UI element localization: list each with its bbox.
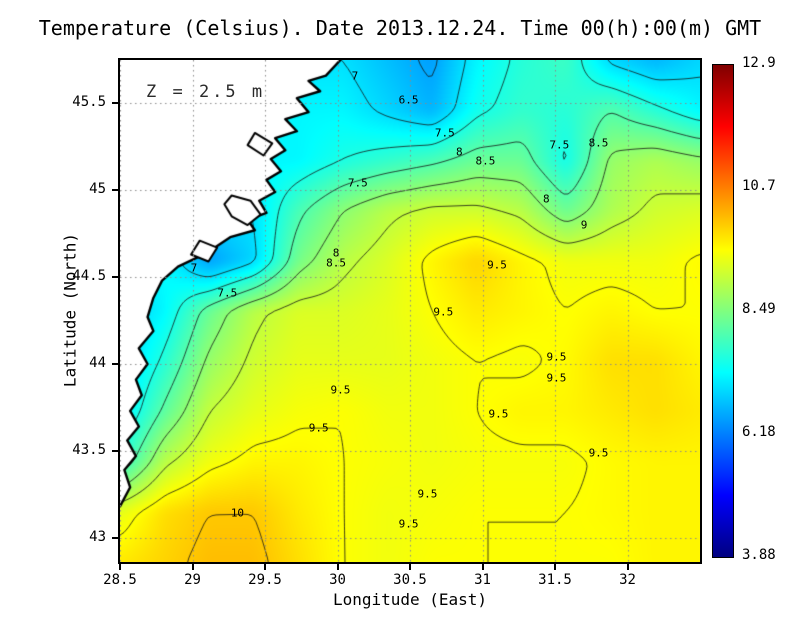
- x-tick: [191, 564, 194, 570]
- contour-label: 9.5: [433, 305, 454, 319]
- y-tick: [112, 536, 118, 539]
- contour-label: 8: [332, 246, 340, 260]
- contour-label: 9.5: [308, 421, 329, 435]
- colorbar-tick-label: 3.88: [742, 547, 776, 563]
- x-tick-label: 31: [474, 572, 491, 588]
- contour-label: 8.5: [475, 154, 496, 168]
- contour-label: 7.5: [434, 126, 455, 140]
- contour-label: 9: [580, 218, 588, 232]
- colorbar-tick-label: 8.49: [742, 301, 776, 317]
- colorbar-tick-label: 6.18: [742, 424, 776, 440]
- x-tick-label: 29.5: [248, 572, 282, 588]
- x-tick: [336, 564, 339, 570]
- x-tick-label: 31.5: [538, 572, 572, 588]
- contour-label: 8: [455, 145, 463, 159]
- chart-title: Temperature (Celsius). Date 2013.12.24. …: [38, 16, 762, 40]
- y-tick-label: 45: [89, 181, 106, 198]
- contour-label: 9.5: [417, 487, 438, 501]
- contour-label: 7.5: [347, 176, 368, 190]
- depth-annotation: Z = 2.5 m: [146, 82, 266, 102]
- x-tick: [264, 564, 266, 570]
- colorbar-tick-label: 10.7: [742, 178, 776, 194]
- contour-label: 8.5: [588, 136, 609, 150]
- contour-label: 6.5: [398, 93, 419, 107]
- y-tick-label: 44: [89, 354, 106, 371]
- temperature-map-canvas: [120, 60, 700, 562]
- y-tick: [112, 362, 118, 365]
- colorbar: [712, 64, 734, 558]
- x-tick: [409, 564, 411, 570]
- contour-label: 9.5: [330, 383, 351, 397]
- contour-label: 9.5: [487, 258, 507, 272]
- x-tick-label: 28.5: [103, 572, 137, 588]
- contour-label: 9.5: [398, 517, 419, 531]
- x-axis-title: Longitude (East): [332, 590, 488, 609]
- x-tick: [119, 564, 121, 570]
- x-tick-label: 30.5: [393, 572, 427, 588]
- x-tick: [481, 564, 484, 570]
- contour-label: 8.5: [326, 256, 346, 270]
- x-tick-label: 32: [619, 572, 636, 588]
- y-tick-label: 45.5: [72, 94, 106, 111]
- x-tick-label: 30: [329, 572, 346, 588]
- contour-label: 8: [542, 192, 550, 206]
- contour-label: 7.5: [549, 138, 570, 152]
- contour-label: 9.5: [546, 371, 567, 385]
- y-tick-label: 43.5: [72, 441, 106, 458]
- x-tick: [554, 564, 556, 570]
- plot-area: Z = 2.5 m 7 6.5 7.5 8 8.5 7.5 8.5 7.5 8 9 8 8.5 9.5 7…: [118, 58, 702, 564]
- contour-label: 9.5: [588, 446, 609, 460]
- contour-label: 9.5: [488, 407, 509, 421]
- y-tick: [112, 189, 118, 192]
- y-tick: [112, 276, 118, 279]
- contour-label: 7: [351, 69, 359, 83]
- colorbar-tick-label: 12.9: [742, 55, 776, 71]
- y-tick-label: 43: [89, 528, 106, 545]
- y-tick: [112, 449, 118, 452]
- x-tick: [626, 564, 629, 570]
- y-tick-label: 44.5: [72, 268, 106, 285]
- contour-label: 7: [190, 261, 198, 275]
- contour-label: 7.5: [217, 286, 238, 300]
- y-tick: [112, 102, 118, 105]
- contour-label: 9.5: [546, 350, 567, 364]
- x-tick-label: 29: [184, 572, 201, 588]
- contour-label: 10: [230, 506, 245, 520]
